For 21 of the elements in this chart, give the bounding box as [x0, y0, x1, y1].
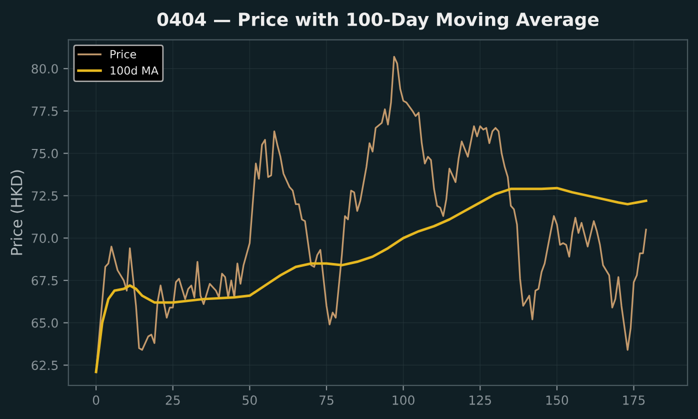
x-tick-label: 175 [623, 396, 645, 405]
y-tick-label: 65.0 [32, 318, 58, 328]
y-tick-label: 77.5 [32, 106, 58, 116]
x-tick-label: 0 [92, 395, 100, 405]
x-tick-label: 100 [392, 395, 414, 405]
y-tick-label: 62.5 [32, 360, 58, 370]
x-tick-label: 75 [320, 396, 334, 405]
y-tick-label: 80.0 [32, 64, 58, 74]
x-tick-label: 50 [242, 395, 257, 405]
x-tick-label: 150 [546, 395, 568, 405]
y-axis-title: Price (HKD) [10, 170, 24, 255]
chart-title: 0404 — Price with 100-Day Moving Average [157, 12, 599, 30]
y-tick-label: 67.5 [32, 276, 58, 286]
legend-label: 100d MA [110, 66, 158, 75]
legend-label: Price [110, 50, 136, 58]
y-tick-label: 75.0 [32, 148, 58, 158]
x-tick-label: 125 [470, 395, 491, 405]
x-tick-label: 25 [166, 395, 180, 405]
y-tick-label: 72.5 [32, 191, 58, 201]
line-series [94, 186, 648, 374]
y-tick-label: 70.0 [32, 234, 58, 243]
